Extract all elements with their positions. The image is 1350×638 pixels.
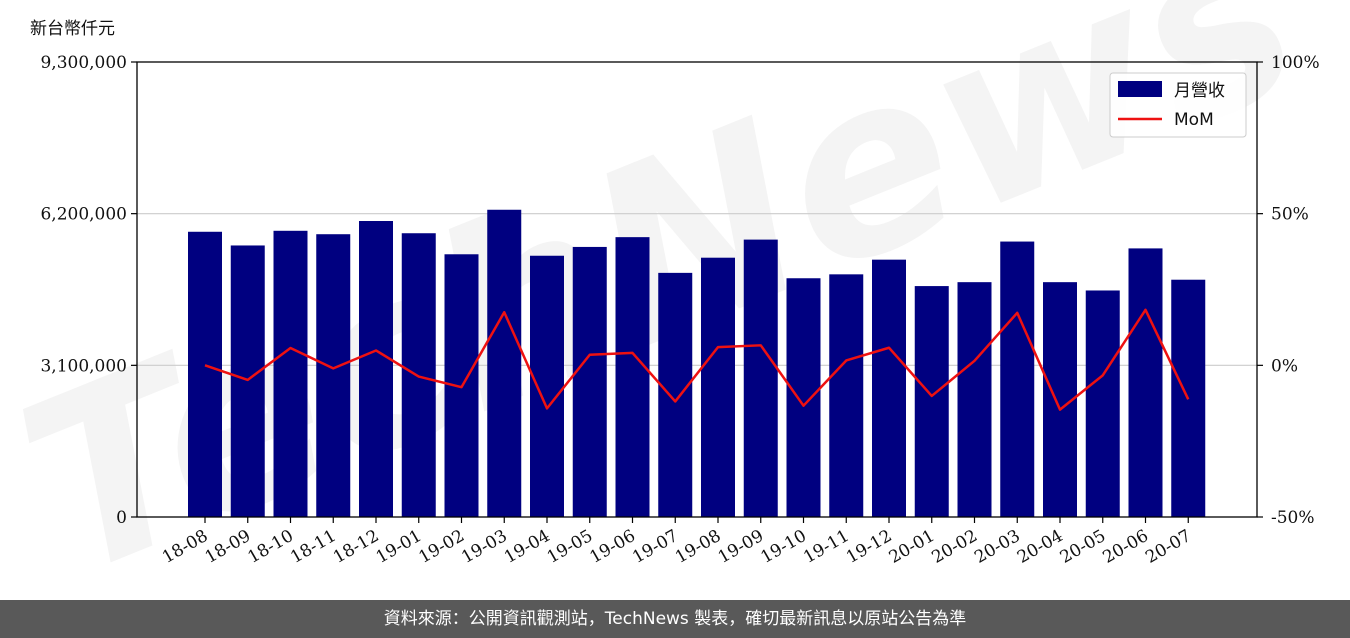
y-right-tick-label: -50% (1271, 508, 1315, 528)
bar-19-12 (872, 259, 906, 517)
bar-20-01 (914, 286, 949, 517)
x-tick-label: 19-09 (715, 526, 767, 568)
bar-19-03 (487, 209, 522, 517)
bar-20-03 (1000, 241, 1035, 517)
x-tick-label: 20-05 (1057, 526, 1109, 568)
x-tick-label: 20-03 (971, 526, 1023, 568)
x-tick-label: 18-12 (330, 526, 382, 568)
legend-label-revenue: 月營收 (1174, 81, 1225, 101)
x-tick-label: 19-06 (587, 526, 639, 568)
bar-18-08 (188, 231, 222, 518)
source-footer: 資料來源：公開資訊觀測站，TechNews 製表，確切最新訊息以原站公告為準 (0, 600, 1350, 638)
x-tick-label: 20-04 (1014, 526, 1066, 568)
y-left-tick-label: 0 (116, 508, 127, 528)
x-tick-label: 19-02 (416, 526, 468, 568)
chart-svg: TechNews03,100,0006,200,0009,300,000-50%… (0, 0, 1332, 600)
y-left-tick-label: 9,300,000 (40, 53, 127, 73)
x-tick-label: 20-02 (929, 526, 981, 568)
bar-19-04 (530, 255, 564, 517)
bar-19-05 (572, 246, 607, 517)
mom-line (204, 308, 1190, 411)
y-left-tick-label: 3,100,000 (40, 356, 127, 376)
x-tick-label: 20-06 (1100, 526, 1152, 568)
x-tick-label: 19-01 (373, 526, 425, 568)
x-tick-label: 19-03 (458, 526, 510, 568)
chart: TechNews03,100,0006,200,0009,300,000-50%… (0, 0, 1332, 600)
bar-19-07 (658, 272, 693, 517)
bar-18-09 (230, 245, 265, 517)
x-tick-label: 19-08 (672, 526, 724, 568)
bar-19-11 (829, 274, 864, 517)
plot-frame (136, 61, 1258, 518)
x-tick-label: 20-01 (886, 526, 938, 568)
x-tick-label: 19-10 (758, 526, 810, 568)
y-left-tick-label: 6,200,000 (40, 205, 127, 225)
bar-18-10 (273, 230, 308, 517)
x-tick-label: 19-07 (629, 526, 681, 568)
x-tick-label: 19-11 (800, 526, 852, 568)
bar-20-05 (1085, 290, 1120, 517)
bar-20-02 (957, 282, 992, 517)
bar-18-11 (316, 234, 351, 517)
bar-20-06 (1128, 248, 1163, 517)
bar-19-10 (786, 278, 821, 517)
y-right-tick-label: 50% (1271, 205, 1309, 225)
x-tick-label: 20-07 (1142, 526, 1194, 568)
legend-label-mom: MoM (1174, 110, 1214, 130)
legend-swatch-bar (1118, 81, 1162, 97)
x-tick-label: 19-04 (501, 526, 553, 568)
x-tick-label: 19-05 (544, 526, 596, 568)
x-tick-label: 19-12 (843, 526, 895, 568)
bar-19-09 (743, 239, 778, 517)
y-right-tick-label: 0% (1271, 356, 1298, 376)
y-axis-unit-label: 新台幣仟元 (30, 19, 115, 39)
bar-18-12 (359, 221, 393, 517)
bar-19-06 (615, 237, 650, 517)
bar-19-08 (701, 257, 735, 517)
y-right-tick-label: 100% (1271, 53, 1320, 73)
